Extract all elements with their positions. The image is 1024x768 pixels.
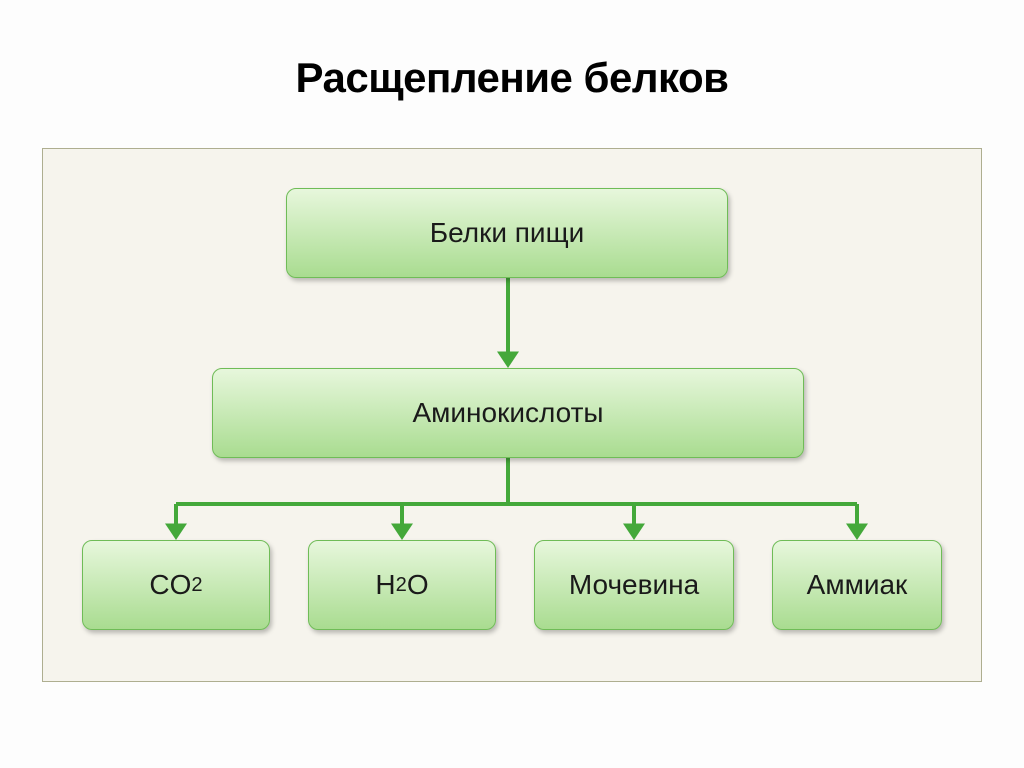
node-n4: H2O — [308, 540, 496, 630]
node-n6: Аммиак — [772, 540, 942, 630]
node-n5: Мочевина — [534, 540, 734, 630]
node-n3: CO2 — [82, 540, 270, 630]
node-n1: Белки пищи — [286, 188, 728, 278]
slide-title: Расщепление белков — [0, 54, 1024, 102]
node-n2: Аминокислоты — [212, 368, 804, 458]
